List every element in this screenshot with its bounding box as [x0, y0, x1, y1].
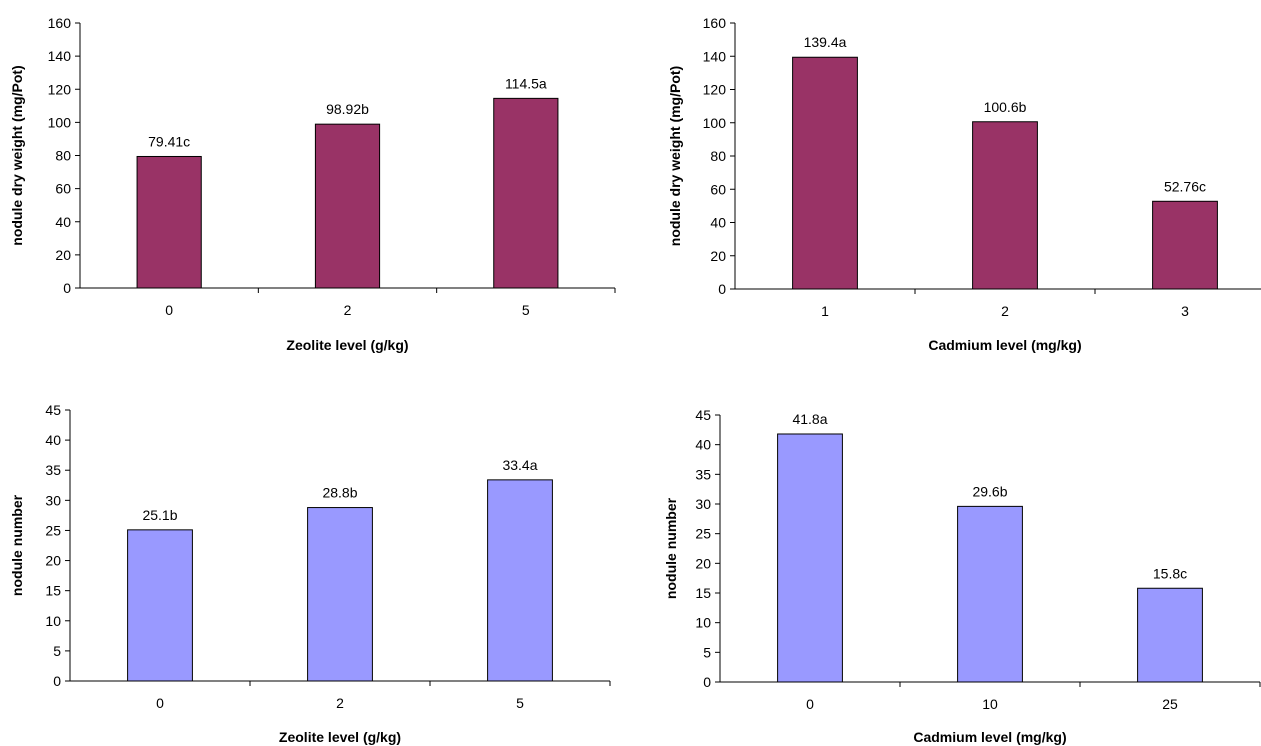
- y-tick-label: 25: [45, 522, 61, 538]
- x-tick-label: 10: [982, 696, 998, 712]
- y-tick-label: 140: [48, 48, 72, 64]
- x-tick-label: 2: [344, 302, 352, 318]
- y-tick-label: 35: [695, 466, 711, 482]
- data-label: 29.6b: [972, 483, 1007, 499]
- x-axis-title: Zeolite level (g/kg): [286, 337, 408, 353]
- y-tick-label: 80: [710, 148, 726, 164]
- y-tick-label: 15: [45, 583, 61, 599]
- bar: [1137, 587, 1203, 683]
- data-label: 41.8a: [792, 411, 827, 427]
- chart-4: 0 5 10 15 20 25 30 35 40 45 41.8a 0 29.6b 10 15.8c 25 Ca…: [663, 407, 1261, 745]
- y-tick-label: 20: [710, 248, 726, 264]
- x-tick-label: 2: [336, 695, 344, 711]
- bar: [972, 121, 1038, 290]
- y-tick-label: 15: [695, 585, 711, 601]
- bar: [127, 529, 193, 682]
- y-tick-label: 60: [55, 181, 71, 197]
- bar: [487, 479, 553, 682]
- bar: [792, 56, 858, 290]
- y-tick-label: 120: [703, 82, 727, 98]
- y-tick-label: 10: [45, 613, 61, 629]
- data-label: 28.8b: [322, 485, 357, 501]
- y-tick-label: 30: [45, 492, 61, 508]
- bar: [777, 433, 843, 683]
- x-tick-label: 0: [806, 696, 814, 712]
- y-tick-label: 25: [695, 526, 711, 542]
- bar: [1152, 200, 1218, 290]
- y-tick-label: 5: [53, 643, 61, 659]
- y-tick-label: 0: [718, 281, 726, 297]
- y-axis-title: nodule number: [663, 497, 679, 599]
- y-tick-label: 160: [48, 15, 72, 31]
- bar: [314, 123, 381, 289]
- y-tick-label: 40: [45, 432, 61, 448]
- x-axis-title: Cadmium level (mg/kg): [928, 337, 1081, 353]
- y-tick-label: 20: [695, 555, 711, 571]
- y-tick-label: 60: [710, 181, 726, 197]
- chart-3: 0 5 10 15 20 25 30 35 40 45 25.1b 0 28.8b 2 33.4a 5 Zeol…: [9, 402, 611, 745]
- bar: [957, 505, 1023, 683]
- x-tick-label: 5: [516, 695, 524, 711]
- y-tick-label: 10: [695, 615, 711, 631]
- y-tick-label: 0: [53, 673, 61, 689]
- data-label: 98.92b: [326, 101, 369, 117]
- y-tick-label: 45: [695, 407, 711, 423]
- data-label: 52.76c: [1164, 178, 1206, 194]
- y-tick-label: 40: [55, 214, 71, 230]
- x-tick-label: 25: [1162, 696, 1178, 712]
- bar: [307, 507, 373, 682]
- x-tick-label: 0: [156, 695, 164, 711]
- chart-1: 0 20 40 60 80 100 120 140 160 79.41c 0 98.92b 2 114.5…: [9, 15, 616, 353]
- y-tick-label: 5: [703, 644, 711, 660]
- y-tick-label: 35: [45, 462, 61, 478]
- chart-2: 0 20 40 60 80 100 120 140 160 139.4a 1 100.6b 2 52.76…: [667, 15, 1261, 353]
- y-tick-label: 20: [55, 247, 71, 263]
- y-tick-label: 40: [710, 215, 726, 231]
- bar: [493, 97, 559, 289]
- y-tick-label: 45: [45, 402, 61, 418]
- y-tick-label: 0: [63, 280, 71, 296]
- data-label: 100.6b: [984, 99, 1027, 115]
- x-tick-label: 5: [522, 302, 530, 318]
- data-label: 15.8c: [1153, 565, 1187, 581]
- data-label: 79.41c: [148, 133, 190, 149]
- x-tick-label: 0: [165, 302, 173, 318]
- y-axis-title: nodule dry weight (mg/Pot): [667, 66, 683, 246]
- x-axis-title: Zeolite level (g/kg): [279, 729, 401, 745]
- x-axis-title: Cadmium level (mg/kg): [913, 729, 1066, 745]
- y-tick-label: 140: [703, 48, 727, 64]
- y-tick-label: 160: [703, 15, 727, 31]
- data-label: 33.4a: [502, 457, 537, 473]
- y-tick-label: 100: [48, 114, 72, 130]
- y-tick-label: 20: [45, 553, 61, 569]
- x-tick-label: 2: [1001, 303, 1009, 319]
- data-label: 139.4a: [804, 34, 847, 50]
- data-label: 25.1b: [142, 507, 177, 523]
- data-label: 114.5a: [505, 75, 547, 91]
- y-axis-title: nodule number: [9, 494, 25, 596]
- y-tick-label: 100: [703, 115, 727, 131]
- y-tick-label: 0: [703, 674, 711, 690]
- y-tick-label: 30: [695, 496, 711, 512]
- y-tick-label: 80: [55, 148, 71, 164]
- y-tick-label: 120: [48, 81, 72, 97]
- bar: [136, 155, 202, 289]
- y-tick-label: 40: [695, 437, 711, 453]
- y-axis-title: nodule dry weight (mg/Pot): [9, 65, 25, 245]
- x-tick-label: 1: [821, 303, 829, 319]
- x-tick-label: 3: [1181, 303, 1189, 319]
